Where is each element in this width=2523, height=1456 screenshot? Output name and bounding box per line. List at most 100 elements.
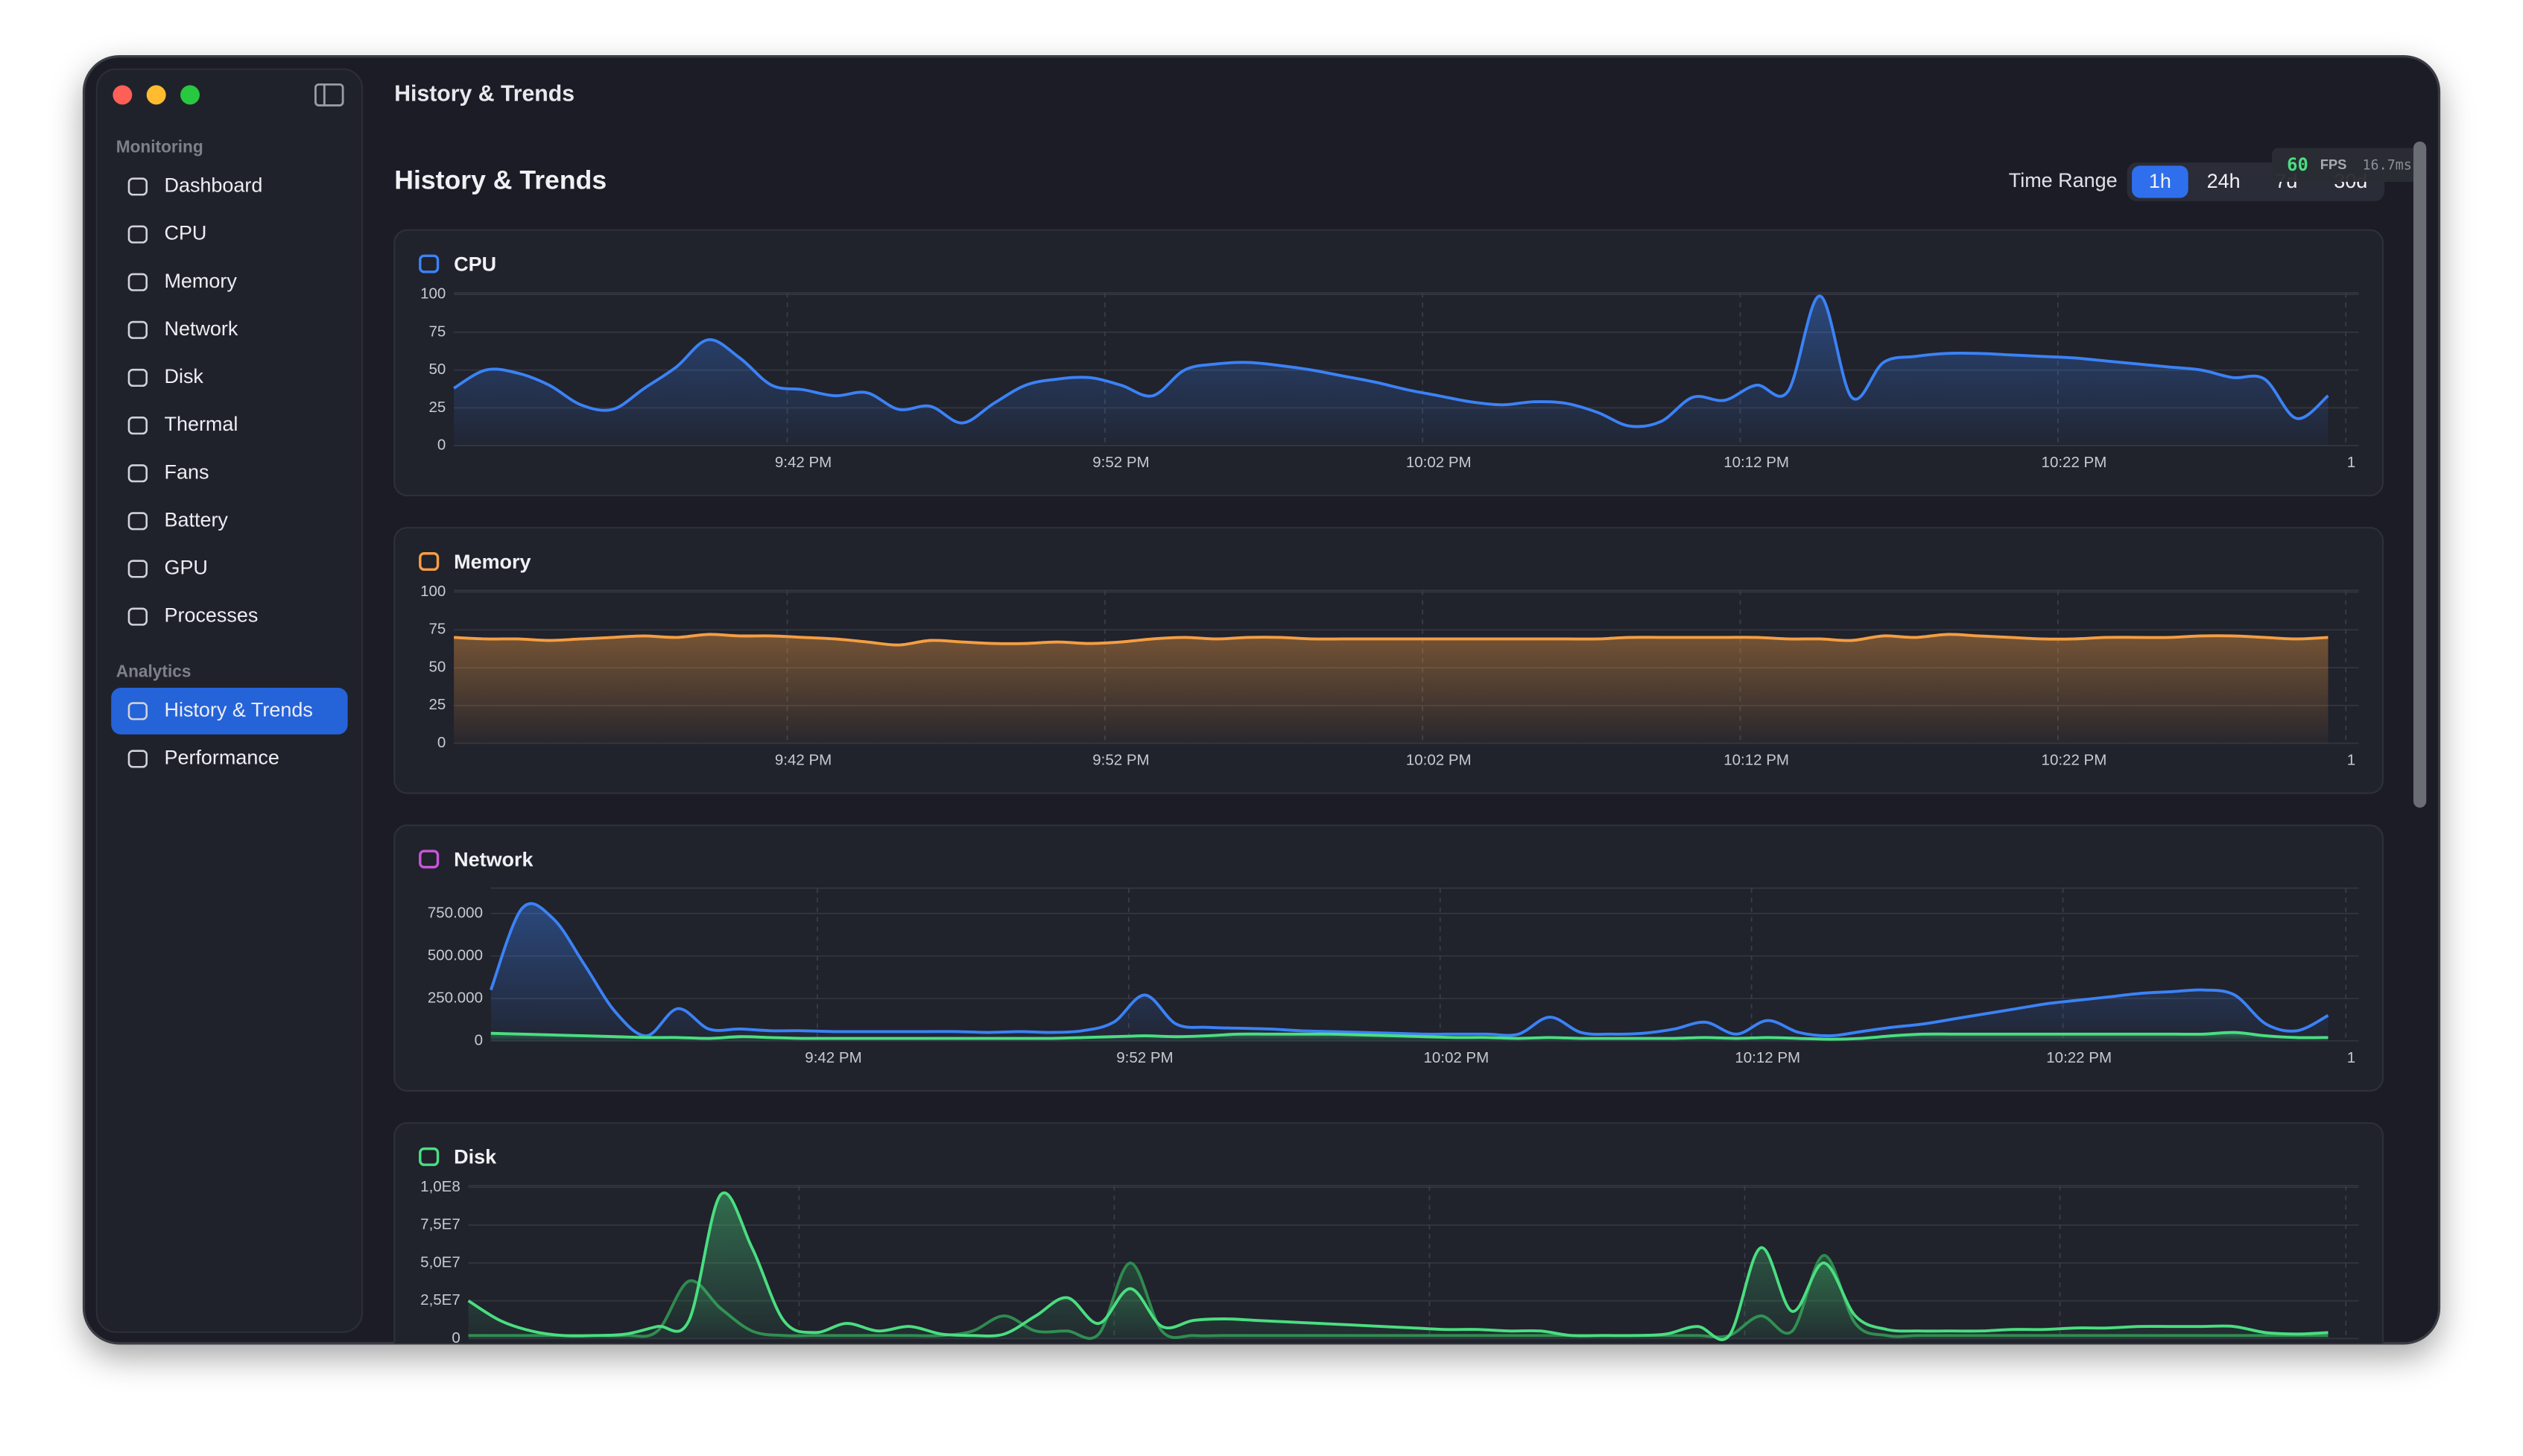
series-line (454, 633, 2329, 647)
item-label: Dashboard (164, 174, 262, 197)
option-label: 1h (2149, 170, 2171, 192)
window-title: History & Trends (394, 81, 574, 106)
sidebar-toggle[interactable] (314, 83, 344, 107)
x-tick-label: 10:12 PM (1723, 752, 1789, 769)
x-tick-label: 10:02 PM (1406, 752, 1472, 769)
time-range-option[interactable]: 24h (2207, 170, 2241, 192)
sidebar-item[interactable]: Disk (127, 365, 203, 387)
item-icon (127, 464, 148, 483)
y-tick-label: 0 (437, 436, 446, 453)
fps-overlay: 60 FPS 16.7ms (2271, 148, 2427, 182)
y-tick-label: 2,5E7 (420, 1291, 460, 1308)
y-tick-label: 7,5E7 (420, 1216, 460, 1233)
item-icon (127, 273, 148, 291)
item-icon (127, 368, 148, 387)
time-range-option[interactable]: 1h (2132, 165, 2188, 198)
card-icon (419, 552, 440, 572)
item-label: Processes (164, 604, 258, 627)
x-tick-label: 9:42 PM (775, 454, 832, 471)
active-highlight (111, 688, 348, 735)
x-tick-label: 9:52 PM (1116, 1049, 1173, 1066)
minimize-button[interactable] (146, 85, 166, 105)
x-tick-label: 10:12 PM (1723, 454, 1789, 471)
section-label: Monitoring (116, 137, 203, 156)
chart-card: CPU 0 25 50 75 100 9:42 PM 9:52 PM 10:02 PM 10:12… (393, 229, 2384, 497)
y-tick-label: 50 (429, 658, 446, 675)
x-tick-label: 10:12 PM (1735, 1049, 1800, 1066)
x-tick-label: 9:42 PM (775, 752, 832, 769)
card-title: Network (454, 848, 534, 870)
x-tick-label: 9:42 PM (805, 1049, 861, 1066)
item-icon (127, 416, 148, 435)
y-tick-label: 50 (429, 361, 446, 378)
item-label: Performance (164, 747, 279, 769)
item-icon (127, 225, 148, 244)
card-bg (393, 824, 2384, 1092)
item-label: Memory (164, 270, 237, 292)
active-option (2132, 165, 2188, 198)
series-line (453, 294, 2329, 428)
x-tick-label: 10:22 PM (2046, 1049, 2112, 1066)
window-content: History & Trends History & Trends Time R… (95, 68, 2427, 1364)
area-fill (454, 634, 2329, 744)
option-label: 24h (2207, 170, 2241, 192)
series-line (490, 1031, 2329, 1041)
x-tick-label: 9:52 PM (1092, 454, 1149, 471)
y-tick-label: 1,0E8 (420, 1178, 460, 1195)
item-label: Fans (164, 460, 209, 483)
item-label: GPU (164, 557, 207, 579)
item-label: Battery (164, 508, 228, 531)
item-icon (127, 702, 148, 721)
frame-time: 16.7ms (2363, 157, 2412, 173)
sidebar-item[interactable]: History & Trends (111, 688, 348, 735)
section-label: Analytics (116, 661, 191, 680)
time-range-label: Time Range (2009, 169, 2118, 192)
sidebar-item[interactable]: Network (127, 317, 238, 340)
y-tick-label: 25 (429, 399, 446, 416)
fps-unit: FPS (2320, 156, 2347, 172)
x-tick-label: 9:52 PM (1102, 1347, 1159, 1364)
card-icon (419, 1147, 440, 1166)
card-icon (419, 849, 440, 869)
series-line (467, 1191, 2329, 1341)
item-label: Thermal (164, 413, 238, 435)
x-tick-label: 10:02 PM (1406, 454, 1472, 471)
sidebar-item[interactable]: Performance (127, 747, 279, 769)
card-title: Memory (454, 551, 531, 573)
chart-card: Disk 0 2,5E7 5,0E7 7,5E7 1,0E8 9:42 PM 9:52 PM 1… (393, 1121, 2384, 1364)
area-fill (490, 903, 2329, 1041)
item-label: Network (164, 317, 238, 340)
sidebar-item[interactable]: Thermal (127, 413, 238, 435)
x-tick-label: 10:02 PM (1423, 1049, 1489, 1066)
y-tick-label: 5,0E7 (420, 1253, 460, 1270)
item-label: Disk (164, 365, 203, 387)
close-button[interactable] (113, 85, 133, 105)
item-label: CPU (164, 222, 206, 244)
y-tick-label: 75 (429, 621, 446, 638)
chart-card: Memory 0 25 50 75 100 9:42 PM 9:52 PM 10:02 PM 10… (393, 527, 2384, 794)
x-tick-label: 10:22 PM (2042, 752, 2107, 769)
y-tick-label: 25 (429, 696, 446, 713)
sidebar-item[interactable]: Fans (127, 460, 209, 483)
page-title: History & Trends (394, 165, 607, 194)
zoom-button[interactable] (180, 85, 200, 105)
y-tick-label: 0 (475, 1031, 483, 1048)
scrollbar[interactable] (2413, 142, 2427, 808)
y-tick-label: 0 (437, 734, 446, 751)
card-icon (419, 254, 440, 273)
sidebar-item[interactable]: Memory (127, 270, 237, 292)
fps-bg (2271, 148, 2427, 182)
item-icon (127, 177, 148, 196)
fps-value: 60 (2287, 154, 2308, 175)
sidebar-item[interactable]: CPU (127, 222, 206, 244)
series-line (489, 902, 2329, 1038)
sidebar-item[interactable]: Dashboard (127, 174, 262, 197)
sidebar-item[interactable]: Battery (127, 508, 228, 531)
sidebar-item[interactable]: GPU (127, 557, 208, 579)
y-tick-label: 500.000 (428, 946, 483, 963)
sidebar-item[interactable]: Processes (127, 604, 258, 627)
y-tick-label: 75 (429, 323, 446, 340)
x-tick-label: 9:52 PM (1092, 752, 1149, 769)
